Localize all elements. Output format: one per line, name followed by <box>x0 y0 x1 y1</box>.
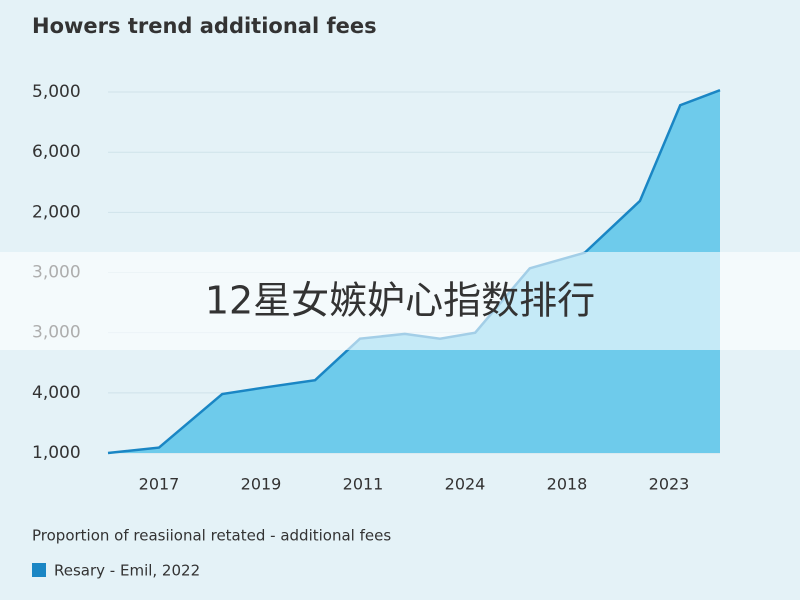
subtitle: Proportion of reasiional retated - addit… <box>32 527 391 545</box>
y-tick-label: 4,000 <box>32 383 81 403</box>
x-tick-label: 2011 <box>343 475 384 494</box>
x-tick-label: 2024 <box>445 475 486 494</box>
legend-label: Resary - Emil, 2022 <box>54 562 200 580</box>
y-tick-label: 5,000 <box>32 82 81 102</box>
x-tick-label: 2018 <box>547 475 588 494</box>
y-tick-label: 1,000 <box>32 443 81 463</box>
y-tick-label: 6,000 <box>32 142 81 162</box>
banner-band <box>0 252 800 350</box>
area <box>108 90 720 453</box>
x-tick-label: 2023 <box>649 475 690 494</box>
chart-title: Howers trend additional fees <box>32 14 377 38</box>
banner-text: 12星女嫉妒心指数排行 <box>205 279 595 323</box>
legend-swatch <box>32 563 46 577</box>
y-tick-label: 2,000 <box>32 202 81 222</box>
x-tick-label: 2019 <box>241 475 282 494</box>
x-tick-label: 2017 <box>139 475 180 494</box>
